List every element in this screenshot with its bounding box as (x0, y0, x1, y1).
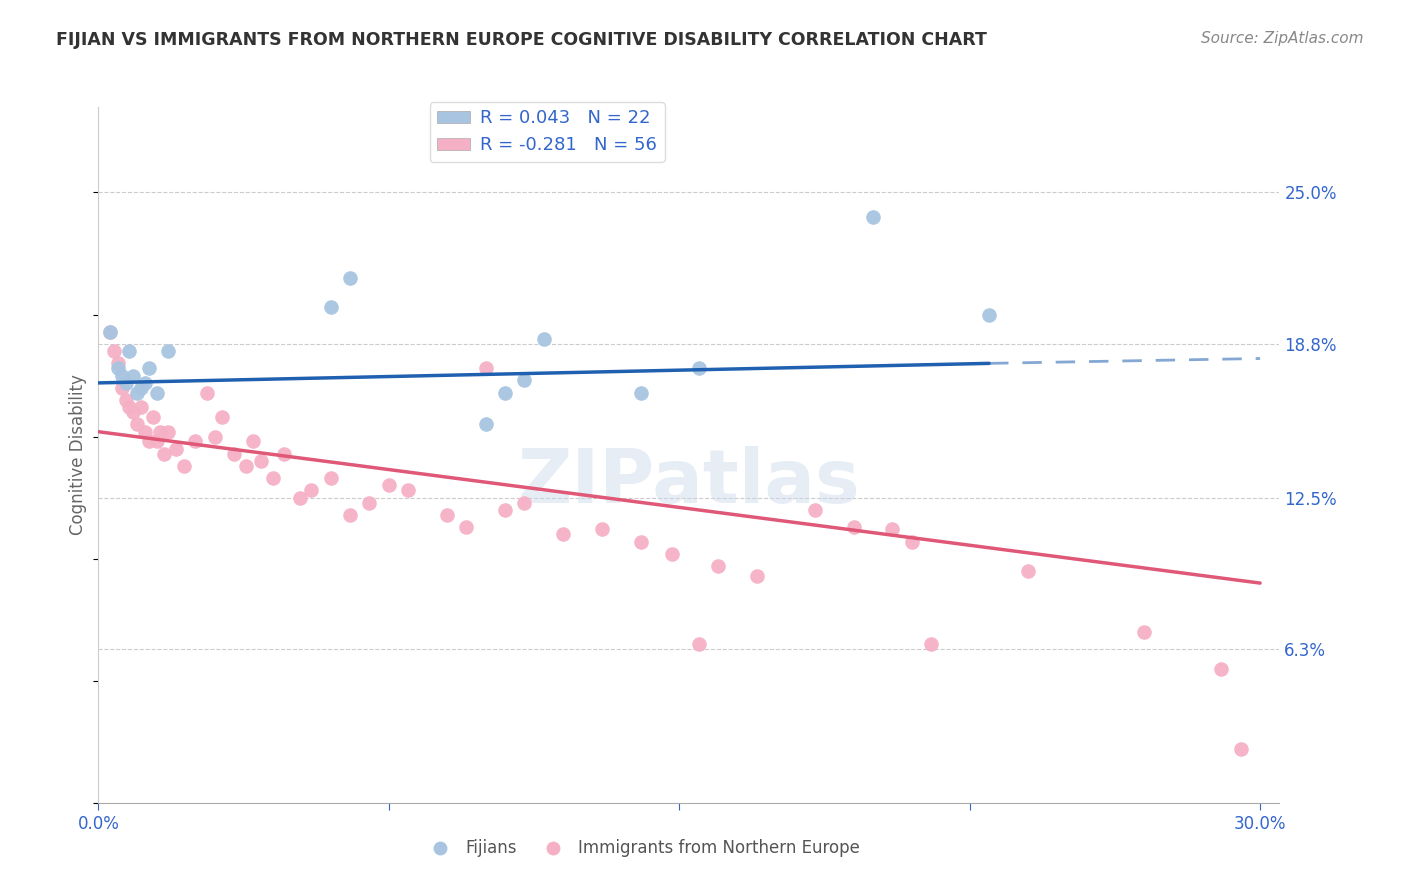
Point (98, 325, 121, 339)
Point (378, 478, 401, 492)
Point (474, 417, 496, 432)
Point (288, 491, 311, 505)
Point (122, 405, 145, 419)
Point (153, 447, 176, 461)
Point (204, 429, 226, 443)
Point (436, 508, 458, 522)
Point (359, 495, 381, 509)
Point (1211, 661, 1233, 675)
Point (235, 458, 257, 473)
Point (165, 442, 187, 456)
Point (127, 417, 149, 432)
Point (111, 368, 134, 383)
Point (513, 495, 536, 509)
Text: FIJIAN VS IMMIGRANTS FROM NORTHERN EUROPE COGNITIVE DISABILITY CORRELATION CHART: FIJIAN VS IMMIGRANTS FROM NORTHERN EUROP… (56, 31, 987, 49)
Point (184, 434, 207, 449)
Point (630, 534, 652, 549)
Point (1229, 742, 1251, 756)
Point (114, 376, 136, 390)
Point (129, 381, 152, 395)
Point (977, 308, 1000, 322)
Point (339, 508, 361, 522)
Point (118, 344, 141, 359)
Point (920, 637, 942, 651)
Point (745, 568, 768, 582)
Point (804, 503, 827, 517)
Point (862, 210, 884, 224)
Point (250, 454, 273, 468)
Point (707, 559, 730, 574)
Point (211, 410, 233, 425)
Point (127, 385, 149, 400)
Point (149, 425, 172, 439)
Point (157, 344, 180, 359)
Point (111, 381, 134, 395)
Point (262, 471, 284, 485)
Point (138, 434, 160, 449)
Point (688, 361, 710, 376)
Point (195, 385, 218, 400)
Point (107, 361, 129, 376)
Point (474, 361, 496, 376)
Point (688, 637, 710, 651)
Point (242, 434, 264, 449)
Point (661, 547, 683, 561)
Point (129, 401, 152, 415)
Point (900, 534, 922, 549)
Point (134, 425, 156, 439)
Point (1133, 624, 1156, 639)
Point (319, 471, 342, 485)
Point (494, 503, 516, 517)
Point (107, 356, 129, 370)
Point (134, 376, 156, 390)
Point (1017, 564, 1039, 578)
Point (494, 385, 516, 400)
Y-axis label: Cognitive Disability: Cognitive Disability (69, 375, 87, 535)
Point (122, 368, 145, 383)
Point (142, 410, 165, 425)
Point (103, 344, 125, 359)
Point (98, 325, 121, 339)
Point (138, 361, 160, 376)
Point (145, 385, 167, 400)
Point (173, 458, 195, 473)
Point (157, 425, 180, 439)
Point (842, 520, 865, 534)
Point (551, 527, 574, 541)
Point (319, 300, 342, 314)
Text: Source: ZipAtlas.com: Source: ZipAtlas.com (1201, 31, 1364, 46)
Point (533, 332, 555, 346)
Point (339, 271, 361, 285)
Text: ZIPatlas: ZIPatlas (517, 446, 860, 519)
Point (630, 385, 652, 400)
Point (222, 447, 245, 461)
Legend: Fijians, Immigrants from Northern Europe: Fijians, Immigrants from Northern Europe (416, 833, 866, 864)
Point (591, 522, 613, 536)
Point (145, 434, 167, 449)
Point (882, 522, 904, 536)
Point (118, 401, 141, 415)
Point (299, 483, 322, 498)
Point (114, 392, 136, 407)
Point (513, 374, 536, 388)
Point (396, 483, 419, 498)
Point (456, 520, 478, 534)
Point (273, 447, 295, 461)
